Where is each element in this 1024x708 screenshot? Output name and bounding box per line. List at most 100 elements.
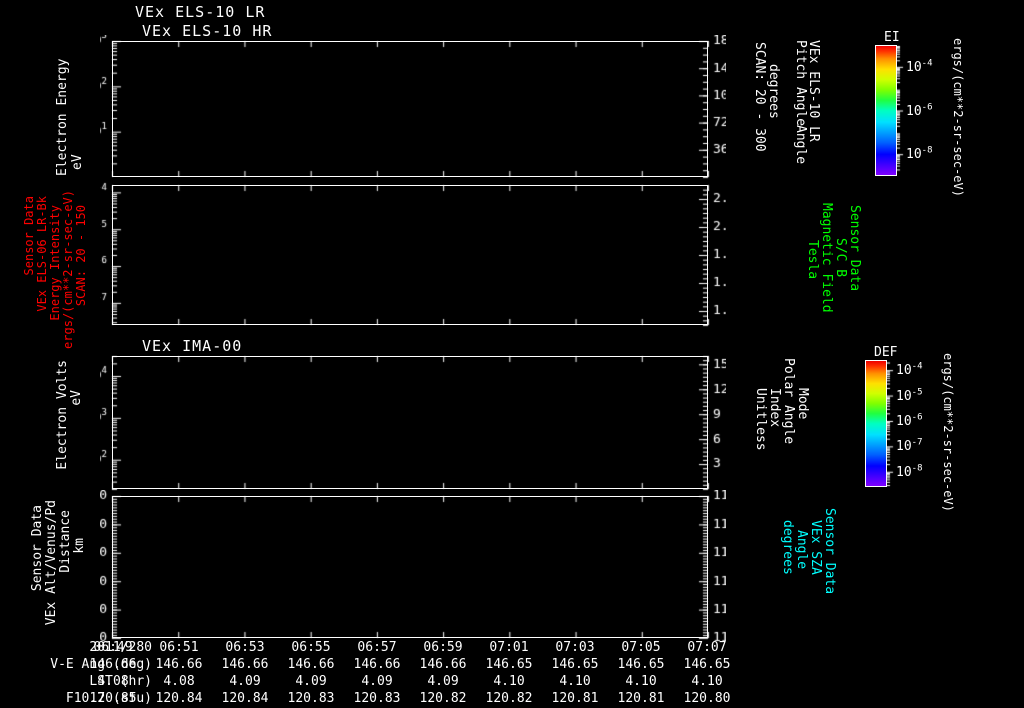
bottom-table-row-label: V-E Ang (deg)	[50, 657, 152, 672]
panel1-right-axis-title-1: Pitch Angle	[793, 40, 808, 127]
bottom-table: 2011/280 06:49 06:51 06:53 06:55 06:57 06:59 07…	[0, 640, 1024, 708]
bottom-table-row-label: LST (hr)	[89, 674, 152, 689]
colorbar1	[875, 45, 897, 176]
panel2-left-axis-line5: SCAN: 20 - 150	[74, 205, 88, 307]
bottom-table-row-label: 2011/280	[89, 640, 152, 655]
bottom-table-cell: 120.80	[683, 691, 731, 706]
panel1-left-axis-unit: eV	[70, 60, 85, 170]
bottom-table-cell: 4.10	[625, 674, 657, 689]
panel2-left-axis-line4: ergs/(cm**2-sr-sec-eV)	[61, 190, 75, 349]
bottom-table-cell: 4.09	[361, 674, 393, 689]
colorbar2-ticks	[887, 355, 901, 493]
bottom-table-cell: 4.10	[559, 674, 591, 689]
panel4-left-axis-line4: km	[72, 538, 87, 554]
colorbar1-ticks	[897, 40, 911, 182]
bottom-table-cell: 07:07	[687, 640, 727, 655]
panel1-right-axis-title-4: degrees	[766, 64, 781, 119]
panel1-left-axis-title: Electron Energy	[55, 42, 70, 176]
colorbar-tick-label: 10-6	[896, 412, 923, 429]
bottom-table-cell: 146.66	[89, 657, 137, 672]
bottom-table-cell: 120.83	[287, 691, 335, 706]
panel2-left-axis-line2: VEx ELS-06 LR-Bk	[35, 196, 49, 312]
bottom-table-cell: 4.08	[163, 674, 195, 689]
bottom-table-cell: 146.65	[485, 657, 533, 672]
bottom-table-cell: 4.08	[97, 674, 129, 689]
bottom-table-cell: 06:55	[291, 640, 331, 655]
panel1-title-lr: VEx ELS-10 LR	[135, 3, 266, 21]
colorbar1-label: EI	[884, 30, 900, 45]
panel2-left-axis-line1: Sensor Data	[22, 196, 36, 276]
bottom-table-cell: 146.66	[353, 657, 401, 672]
panel1-right-axis-line1: Pitch Angle	[793, 40, 808, 127]
bottom-table-cell: 06:59	[423, 640, 463, 655]
bottom-table-cell: 146.66	[221, 657, 269, 672]
bottom-table-cell: 146.65	[617, 657, 665, 672]
bottom-table-cell: 120.84	[221, 691, 269, 706]
panel3-right-axis-line3: Index	[767, 388, 782, 428]
panel4-right-axis-line2: VEx SZA	[808, 520, 823, 575]
bottom-table-cell: 06:57	[357, 640, 397, 655]
colorbar2	[865, 360, 887, 487]
panel3-left-axis-line2: eV	[69, 390, 84, 406]
bottom-table-cell: 120.84	[155, 691, 203, 706]
panel1-left-axis-title-line1: Electron Energy	[55, 58, 70, 176]
panel4-right-axis-line3: Angle	[794, 530, 809, 570]
panel1-right-axis-title-5: SCAN: 20 - 300	[752, 42, 767, 152]
colorbar-tick-label: 10-8	[896, 463, 923, 480]
colorbar-tick-label: 10-4	[896, 361, 923, 379]
panel1-right-axis-line5: SCAN: 20 - 300	[752, 42, 767, 152]
bottom-table-cell: 4.09	[295, 674, 327, 689]
colorbar-tick-label: 10-5	[896, 387, 923, 404]
bottom-table-cell: 120.83	[353, 691, 401, 706]
bottom-table-cell: 07:05	[621, 640, 661, 655]
panel4-left-axis-line1: Sensor Data	[30, 505, 45, 592]
bottom-table-cell: 120.82	[485, 691, 533, 706]
bottom-table-cell: 120.85	[89, 691, 137, 706]
colorbar1-unit: ergs/(cm**2-sr-sec-eV)	[951, 38, 965, 197]
bottom-table-cell: 146.66	[287, 657, 335, 672]
bottom-table-cell: 4.10	[493, 674, 525, 689]
panel4-left-axis-line3: Distance	[58, 510, 73, 573]
panel1-right-axis-line3: Angle	[793, 125, 808, 165]
colorbar2-unit: ergs/(cm**2-sr-sec-eV)	[941, 353, 955, 512]
colorbar-tick-label: 10-7	[896, 438, 923, 455]
bottom-table-cell: 4.09	[427, 674, 459, 689]
panel2-right-axis-line3: Magnetic Field	[819, 203, 834, 313]
bottom-table-cell: 4.09	[229, 674, 261, 689]
panel4-right-axis-line4: degrees	[780, 520, 795, 575]
colorbar-tick-label: 10-4	[906, 58, 933, 75]
bottom-table-cell: 4.10	[691, 674, 723, 689]
panel1-right-axis-line2: VEx ELS-10 LR	[806, 40, 821, 142]
panel1-left-axis-title-line2: eV	[70, 154, 85, 170]
bottom-table-cell: 146.66	[419, 657, 467, 672]
panel2-ticks	[100, 179, 726, 331]
panel2-left-axis-line3: Energy Intensity	[48, 205, 62, 321]
panel2-right-axis-line4: Tesla	[805, 240, 820, 280]
panel2-right-axis-line2: S/C B	[833, 238, 848, 278]
bottom-table-cell: 120.81	[617, 691, 665, 706]
bottom-table-cell: 120.81	[551, 691, 599, 706]
bottom-table-cell: 120.82	[419, 691, 467, 706]
panel3-right-axis-line2: Polar Angle	[781, 358, 796, 445]
colorbar-tick-label: 10-6	[906, 102, 933, 119]
panel4-ticks	[100, 490, 726, 644]
bottom-table-cell: 06:49	[93, 640, 133, 655]
panel1-ticks	[100, 35, 726, 185]
bottom-table-cell: 146.65	[551, 657, 599, 672]
bottom-table-cell: 06:51	[159, 640, 199, 655]
panel4-left-axis-line2: VEx Alt/Venus/Pd	[44, 500, 59, 626]
bottom-table-cell: 146.66	[155, 657, 203, 672]
bottom-table-cell: 07:01	[489, 640, 529, 655]
bottom-table-cell: 06:53	[225, 640, 265, 655]
panel4-right-axis-line1: Sensor Data	[822, 508, 837, 595]
panel2-right-axis-line1: Sensor Data	[847, 205, 862, 292]
panel3-left-axis-line1: Electron Volts	[55, 360, 70, 470]
bottom-table-cell: 146.65	[683, 657, 731, 672]
bottom-table-cell: 07:03	[555, 640, 595, 655]
panel3-right-axis-line4: Unitless	[753, 388, 768, 451]
panel1-right-axis-title-2: VEx ELS-10 LR	[806, 40, 821, 142]
panel3-ticks	[100, 350, 726, 497]
panel1-right-axis-title-3: Angle	[793, 125, 808, 165]
panel3-right-axis-line1: Mode	[795, 388, 810, 420]
